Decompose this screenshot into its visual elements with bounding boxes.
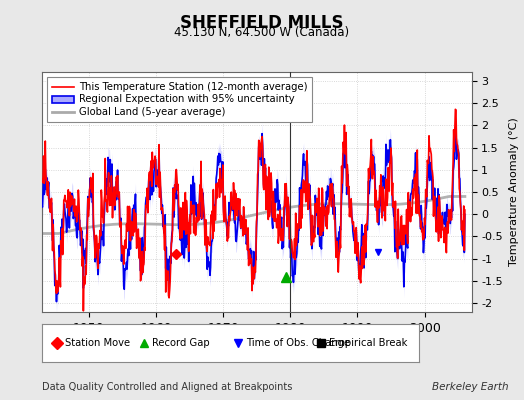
- Text: Berkeley Earth: Berkeley Earth: [432, 382, 508, 392]
- Text: Record Gap: Record Gap: [152, 338, 210, 348]
- Y-axis label: Temperature Anomaly (°C): Temperature Anomaly (°C): [508, 118, 519, 266]
- Legend: This Temperature Station (12-month average), Regional Expectation with 95% uncer: This Temperature Station (12-month avera…: [47, 77, 312, 122]
- Text: SHEFFIELD MILLS: SHEFFIELD MILLS: [180, 14, 344, 32]
- Text: 45.130 N, 64.500 W (Canada): 45.130 N, 64.500 W (Canada): [174, 26, 350, 39]
- Text: Empirical Break: Empirical Break: [330, 338, 408, 348]
- Text: Data Quality Controlled and Aligned at Breakpoints: Data Quality Controlled and Aligned at B…: [42, 382, 292, 392]
- Text: Station Move: Station Move: [66, 338, 130, 348]
- Text: Time of Obs. Change: Time of Obs. Change: [246, 338, 351, 348]
